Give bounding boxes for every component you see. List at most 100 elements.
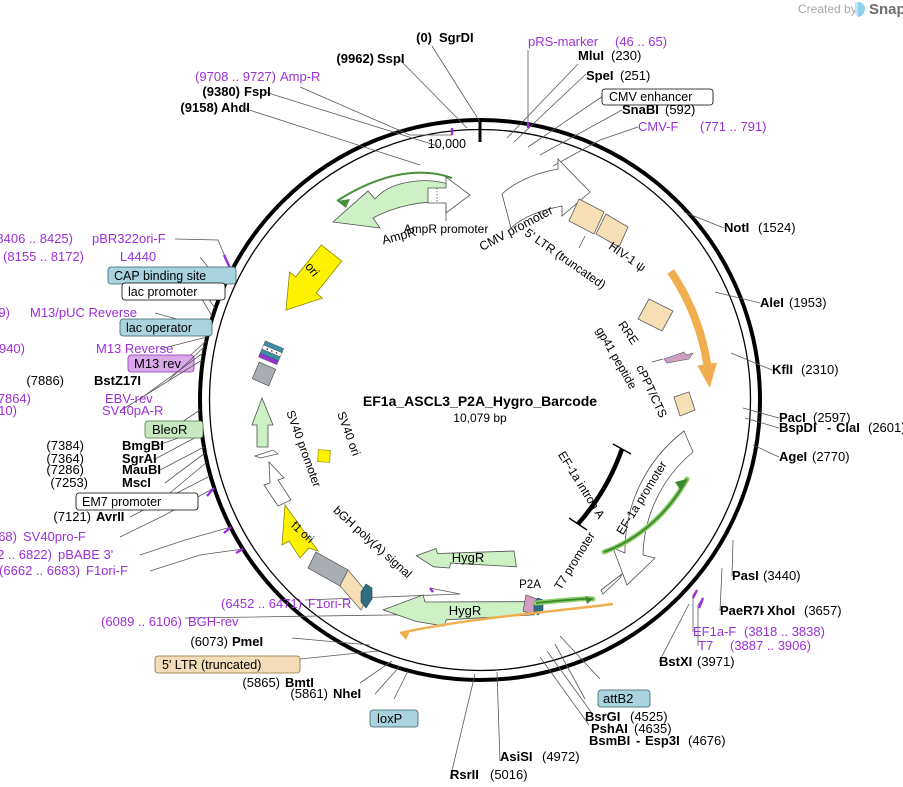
svg-text:EF1a_ASCL3_P2A_Hygro_Barcode: EF1a_ASCL3_P2A_Hygro_Barcode <box>363 393 597 409</box>
svg-text:cPPT/CTS: cPPT/CTS <box>633 363 670 420</box>
svg-text:EM7 promoter: EM7 promoter <box>82 495 161 509</box>
svg-text:pRS-marker: pRS-marker <box>528 34 599 49</box>
svg-text:SV40pA-R: SV40pA-R <box>102 403 163 418</box>
svg-text:loxP: loxP <box>377 711 402 726</box>
svg-text:BleoR: BleoR <box>152 422 187 437</box>
svg-text:(592): (592) <box>665 102 695 117</box>
svg-text:pBABE 3': pBABE 3' <box>58 547 113 562</box>
svg-text:10,000: 10,000 <box>428 137 466 151</box>
svg-text:(6802 .. 6822): (6802 .. 6822) <box>0 547 52 562</box>
svg-text:P2A: P2A <box>519 579 541 591</box>
svg-text:PasI: PasI <box>732 568 759 583</box>
svg-text:(9158): (9158) <box>180 100 218 115</box>
svg-text:5' LTR (truncated): 5' LTR (truncated) <box>162 658 261 672</box>
svg-text:SgrDI: SgrDI <box>439 30 474 45</box>
svg-text:(6662 .. 6683): (6662 .. 6683) <box>0 563 80 578</box>
svg-text:lac operator: lac operator <box>126 321 192 335</box>
svg-text:10,079 bp: 10,079 bp <box>453 411 507 425</box>
svg-text:CAP binding site: CAP binding site <box>114 269 206 283</box>
svg-text:(230): (230) <box>611 48 641 63</box>
svg-text:(3818 .. 3838): (3818 .. 3838) <box>744 624 825 639</box>
svg-text:(7049 .. 7068): (7049 .. 7068) <box>0 529 17 544</box>
svg-text:(9962): (9962) <box>336 51 374 66</box>
svg-text:-: - <box>827 420 831 435</box>
svg-text:(1524): (1524) <box>758 220 796 235</box>
svg-text:AhdI: AhdI <box>221 100 250 115</box>
svg-text:(8155 .. 8172): (8155 .. 8172) <box>3 249 84 264</box>
svg-text:BstZ17I: BstZ17I <box>94 373 141 388</box>
svg-text:(6073): (6073) <box>190 634 228 649</box>
svg-text:MscI: MscI <box>122 475 151 490</box>
svg-text:(8406 .. 8425): (8406 .. 8425) <box>0 231 73 246</box>
svg-text:(9380): (9380) <box>202 84 240 99</box>
svg-text:(3440): (3440) <box>763 568 801 583</box>
svg-text:KflI: KflI <box>772 362 793 377</box>
svg-text:(7121): (7121) <box>53 509 91 524</box>
svg-text:SpeI: SpeI <box>586 68 613 83</box>
svg-text:SV40 promoter: SV40 promoter <box>283 408 324 489</box>
svg-text:(9708 .. 9727): (9708 .. 9727) <box>195 69 276 84</box>
svg-text:F1ori-R: F1ori-R <box>308 596 351 611</box>
svg-text:CMV-F: CMV-F <box>638 119 679 134</box>
svg-text:(1953): (1953) <box>789 295 827 310</box>
svg-text:(7364): (7364) <box>46 451 84 466</box>
svg-text:(7924 .. 7940): (7924 .. 7940) <box>0 341 25 356</box>
svg-text:AvrII: AvrII <box>96 509 124 524</box>
svg-text:T7: T7 <box>698 638 713 653</box>
svg-text:(7384): (7384) <box>46 438 84 453</box>
svg-text:SnapGene: SnapGene <box>869 1 903 18</box>
svg-text:FspI: FspI <box>244 84 271 99</box>
svg-text:(3657): (3657) <box>804 603 842 618</box>
svg-text:(2310): (2310) <box>801 362 839 377</box>
svg-text:AleI: AleI <box>760 295 784 310</box>
svg-text:BGH-rev: BGH-rev <box>188 614 239 629</box>
svg-text:BsmBI: BsmBI <box>589 733 630 748</box>
svg-text:Amp-R: Amp-R <box>280 69 320 84</box>
svg-text:(3971): (3971) <box>697 654 735 669</box>
svg-text:MluI: MluI <box>578 48 604 63</box>
svg-text:-: - <box>760 603 764 618</box>
svg-text:5' LTR (truncated): 5' LTR (truncated) <box>522 226 608 292</box>
svg-text:(2601): (2601) <box>868 420 903 435</box>
svg-text:F1ori-F: F1ori-F <box>86 563 128 578</box>
svg-text:M13/pUC Reverse: M13/pUC Reverse <box>30 305 137 320</box>
svg-text:SV40 ori: SV40 ori <box>334 410 363 458</box>
svg-text:HygR: HygR <box>449 603 482 618</box>
svg-text:(3887 .. 3906): (3887 .. 3906) <box>730 638 811 653</box>
svg-text:L4440: L4440 <box>120 249 156 264</box>
svg-text:attB2: attB2 <box>603 691 633 706</box>
svg-text:EF-1a intron A: EF-1a intron A <box>555 449 608 521</box>
svg-text:-: - <box>636 733 640 748</box>
svg-text:(2770): (2770) <box>812 449 850 464</box>
svg-text:PaeR7I: PaeR7I <box>720 603 763 618</box>
svg-text:HygR: HygR <box>452 550 485 565</box>
svg-text:PmeI: PmeI <box>232 634 263 649</box>
svg-text:NheI: NheI <box>333 686 361 701</box>
svg-text:(7937 .. 7959): (7937 .. 7959) <box>0 305 10 320</box>
svg-text:SgrAI: SgrAI <box>122 451 157 466</box>
svg-text:(46 .. 65): (46 .. 65) <box>615 34 667 49</box>
svg-text:SnaBI: SnaBI <box>622 102 659 117</box>
svg-text:(5016): (5016) <box>490 767 528 782</box>
svg-text:pBR322ori-F: pBR322ori-F <box>92 231 166 246</box>
svg-text:M13 Reverse: M13 Reverse <box>96 341 173 356</box>
svg-text:BmgBI: BmgBI <box>122 438 164 453</box>
svg-text:(7253): (7253) <box>50 475 88 490</box>
svg-text:(6452 .. 6471): (6452 .. 6471) <box>221 596 302 611</box>
svg-text:(4972): (4972) <box>542 749 580 764</box>
svg-text:(7886): (7886) <box>26 373 64 388</box>
svg-text:XhoI: XhoI <box>767 603 795 618</box>
svg-text:(4676): (4676) <box>688 733 726 748</box>
svg-text:(5865): (5865) <box>242 675 280 690</box>
svg-text:RRE: RRE <box>615 318 641 347</box>
svg-text:(251): (251) <box>620 68 650 83</box>
svg-text:SspI: SspI <box>377 51 404 66</box>
svg-text:ClaI: ClaI <box>836 420 860 435</box>
svg-text:EF1a-F: EF1a-F <box>693 624 736 639</box>
svg-text:RsrII: RsrII <box>450 767 479 782</box>
svg-text:Esp3I: Esp3I <box>645 733 680 748</box>
svg-text:lac promoter: lac promoter <box>128 285 197 299</box>
svg-text:(0): (0) <box>416 30 432 45</box>
svg-text:AgeI: AgeI <box>779 449 807 464</box>
svg-text:SV40pro-F: SV40pro-F <box>23 529 86 544</box>
